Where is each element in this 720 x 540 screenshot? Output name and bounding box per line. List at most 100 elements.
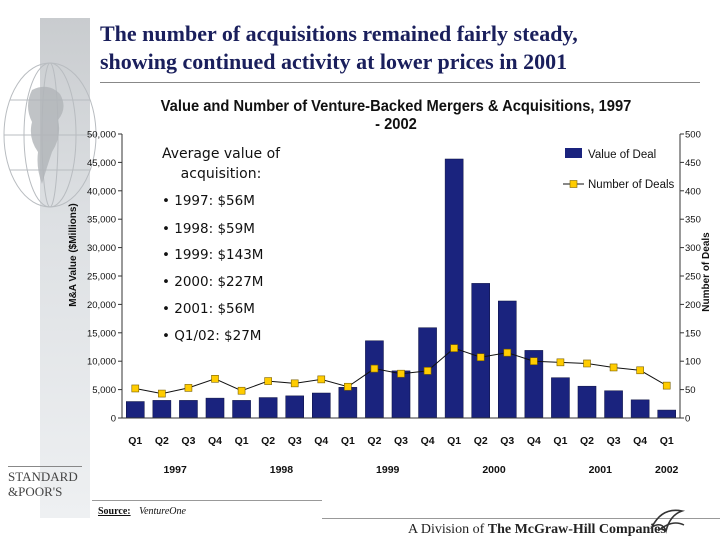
value-bar <box>205 397 225 419</box>
footer-divider <box>322 518 720 519</box>
y2-tick-label: 400 <box>685 186 701 197</box>
footer-division-text: A Division of The McGraw-Hill Companies <box>408 522 666 538</box>
globe-graphic-icon <box>3 62 97 208</box>
logo-line1: STANDARD <box>8 469 78 484</box>
value-bar <box>285 395 304 419</box>
y2-tick-label: 200 <box>685 300 701 311</box>
footer-company-name: The McGraw-Hill Companies <box>487 522 666 537</box>
x-tick-label: Q3 <box>394 435 408 447</box>
value-bar <box>604 390 623 419</box>
y2-tick-label: 0 <box>685 414 690 425</box>
value-bar <box>630 399 650 419</box>
deals-marker <box>211 375 219 383</box>
y2-tick-label: 100 <box>685 357 701 368</box>
y-tick-label: 20,000 <box>87 300 116 311</box>
x-tick-label: Q4 <box>208 435 222 447</box>
source-divider <box>92 500 322 501</box>
callout-heading: Average value of acquisition: <box>150 144 292 184</box>
x-tick-label: Q1 <box>128 435 142 447</box>
y-tick-label: 35,000 <box>87 215 116 226</box>
x-tick-label: Q1 <box>341 435 355 447</box>
deals-marker <box>370 364 379 373</box>
deals-marker <box>450 344 458 352</box>
callout-bullet: • 2001: $56M <box>162 301 255 317</box>
x-tick-label: Q3 <box>181 435 195 447</box>
y2-axis-label: Number of Deals <box>701 232 712 312</box>
deals-marker <box>503 348 512 357</box>
deals-marker <box>662 381 671 390</box>
value-bar <box>258 397 278 419</box>
callout-heading-line1: Average value of <box>161 146 281 162</box>
logo-line2: &POOR'S <box>8 484 63 499</box>
value-bar <box>312 392 331 419</box>
callout-bullet: • 1998: $59M <box>162 221 255 237</box>
legend-label-value: Value of Deal <box>588 149 656 161</box>
year-group-label: 2001 <box>589 464 613 476</box>
callout-bullet: • Q1/02: $27M <box>162 328 262 344</box>
mcgraw-hill-logo-icon <box>650 509 686 534</box>
chart-title: Value and Number of Venture-Backed Merge… <box>160 98 632 133</box>
callout-bullet: • 1999: $143M <box>162 247 264 263</box>
x-tick-label: Q1 <box>660 435 674 447</box>
x-tick-label: Q2 <box>580 435 594 447</box>
y-axis-label: M&A Value ($Millions) <box>68 203 79 307</box>
x-tick-label: Q1 <box>235 435 249 447</box>
value-bar <box>471 283 490 419</box>
x-tick-label: Q4 <box>421 435 435 447</box>
value-bar <box>391 370 411 419</box>
slide-title-line1: The number of acquisitions remained fair… <box>100 21 578 46</box>
y-tick-label: 5,000 <box>92 385 116 396</box>
x-tick-label: Q2 <box>261 435 275 447</box>
deals-marker <box>184 384 193 392</box>
y-tick-label: 15,000 <box>87 328 116 339</box>
y-tick-label: 45,000 <box>87 158 116 169</box>
deals-marker <box>344 382 352 391</box>
deals-marker <box>237 386 246 395</box>
x-tick-label: Q2 <box>367 435 381 447</box>
value-bar <box>498 300 517 419</box>
deals-marker <box>264 377 272 385</box>
year-group-label: 1998 <box>270 464 294 476</box>
deals-marker <box>397 369 405 378</box>
value-bar <box>444 158 464 419</box>
x-tick-label: Q2 <box>155 435 169 447</box>
y2-tick-label: 150 <box>685 328 701 339</box>
callout-bullet: • 2000: $227M <box>162 274 264 290</box>
x-tick-label: Q1 <box>553 435 567 447</box>
y-tick-label: 25,000 <box>87 272 116 283</box>
legend-swatch-value <box>565 148 582 158</box>
value-bar <box>365 340 384 419</box>
legend-swatch-deals-marker <box>569 180 578 188</box>
year-group-label: 1999 <box>376 464 400 476</box>
callout-bullet: • 1997: $56M <box>162 193 255 209</box>
x-tick-label: Q4 <box>314 435 328 447</box>
y-tick-label: 30,000 <box>87 243 116 254</box>
deals-marker <box>636 366 644 375</box>
value-bar <box>232 400 251 419</box>
x-tick-label: Q3 <box>288 435 302 447</box>
value-bar <box>657 409 676 419</box>
deals-marker <box>583 359 591 368</box>
y-tick-label: 40,000 <box>87 186 116 197</box>
year-group-label: 2000 <box>482 464 506 476</box>
y2-tick-label: 250 <box>685 272 701 283</box>
deals-marker <box>317 375 326 384</box>
x-tick-label: Q4 <box>633 435 647 447</box>
deals-marker <box>423 367 432 375</box>
deals-marker <box>290 379 299 388</box>
x-tick-label: Q3 <box>607 435 621 447</box>
value-bar <box>551 377 570 419</box>
source-label: Source: <box>98 506 131 517</box>
legend-label-deals: Number of Deals <box>588 179 675 191</box>
x-tick-label: Q1 <box>447 435 461 447</box>
standard-and-poors-logo: STANDARD &POOR'S <box>8 466 88 499</box>
slide-title: The number of acquisitions remained fair… <box>100 20 700 76</box>
y-tick-label: 50,000 <box>87 130 116 141</box>
y2-tick-label: 50 <box>685 385 696 396</box>
x-tick-label: Q3 <box>500 435 514 447</box>
year-group-label: 2002 <box>655 464 679 476</box>
y2-tick-label: 450 <box>685 158 701 169</box>
value-bar <box>152 400 172 419</box>
value-bar <box>338 387 358 419</box>
